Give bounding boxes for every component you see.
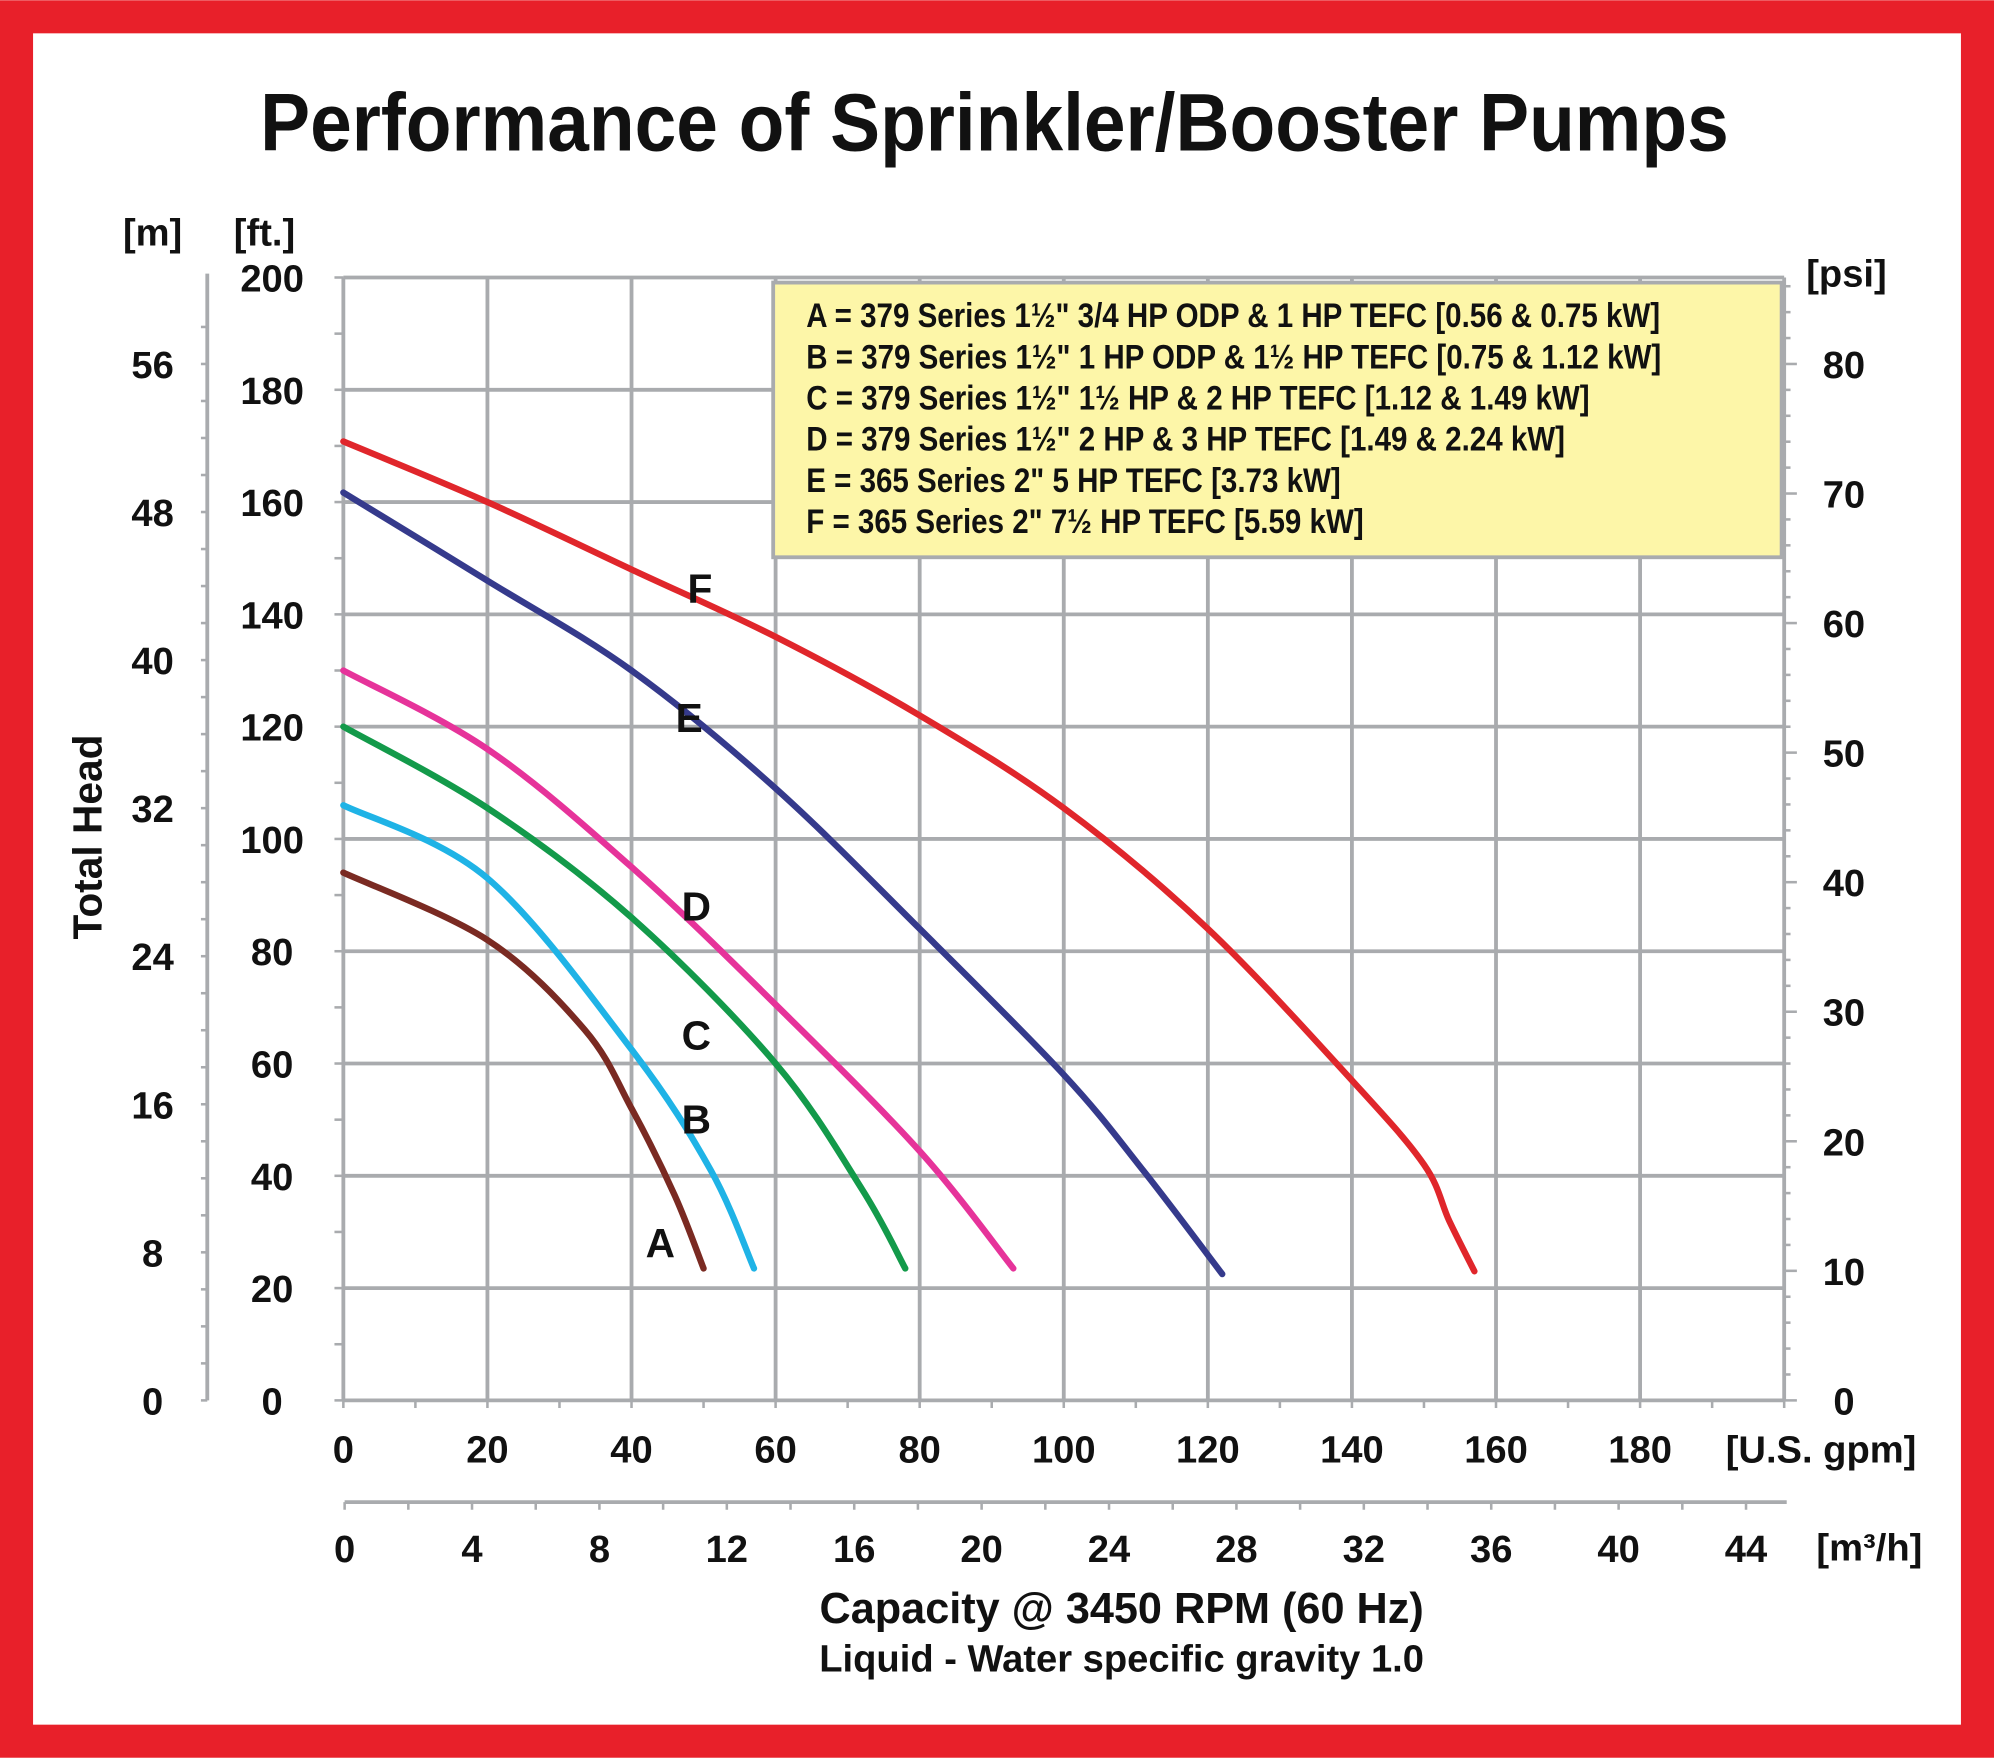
series-label-F: F bbox=[688, 566, 713, 612]
x-tick-gpm: 0 bbox=[333, 1429, 354, 1472]
y-tick-ft: 20 bbox=[251, 1268, 293, 1311]
x-tick-gpm: 60 bbox=[754, 1429, 796, 1472]
series-line-A bbox=[340, 869, 707, 1272]
unit-m: [m] bbox=[123, 212, 182, 255]
y-tick-ft: 120 bbox=[240, 707, 304, 750]
y-tick-ft: 180 bbox=[240, 370, 304, 413]
y-tick-psi: 10 bbox=[1823, 1251, 1865, 1294]
legend: A = 379 Series 1½" 3/4 HP ODP & 1 HP TEF… bbox=[771, 280, 1784, 560]
y-tick-ft: 200 bbox=[240, 257, 304, 300]
series-label-E: E bbox=[676, 695, 703, 741]
y-tick-m: 56 bbox=[131, 344, 173, 387]
legend-entry: F = 365 Series 2" 7½ HP TEFC [5.59 kW] bbox=[806, 502, 1363, 541]
chart-subtitle: Liquid - Water specific gravity 1.0 bbox=[819, 1637, 1424, 1680]
x-tick-m3h: 36 bbox=[1470, 1528, 1512, 1571]
series-label-C: C bbox=[682, 1012, 711, 1058]
unit-gpm: [U.S. gpm] bbox=[1726, 1429, 1917, 1472]
y-tick-ft: 80 bbox=[251, 931, 293, 974]
x-tick-gpm: 120 bbox=[1176, 1429, 1240, 1472]
axes: 0204060801001201401601802000816243240485… bbox=[131, 257, 1865, 1570]
series-label-B: B bbox=[682, 1097, 711, 1143]
y-tick-m: 48 bbox=[131, 492, 173, 535]
x-tick-gpm: 160 bbox=[1464, 1429, 1528, 1472]
x-tick-m3h: 16 bbox=[833, 1528, 875, 1571]
x-tick-m3h: 20 bbox=[960, 1528, 1002, 1571]
legend-entry: D = 379 Series 1½" 2 HP & 3 HP TEFC [1.4… bbox=[806, 420, 1565, 459]
x-tick-gpm: 80 bbox=[898, 1429, 940, 1472]
y-tick-ft: 60 bbox=[251, 1044, 293, 1087]
x-tick-m3h: 12 bbox=[706, 1528, 748, 1571]
y-tick-ft: 100 bbox=[240, 819, 304, 862]
y-tick-psi: 70 bbox=[1823, 474, 1865, 517]
chart-title: Performance of Sprinkler/Booster Pumps bbox=[260, 76, 1729, 168]
y-tick-m: 8 bbox=[142, 1232, 163, 1275]
x-tick-m3h: 0 bbox=[334, 1528, 355, 1571]
series-line-E bbox=[340, 489, 1226, 1278]
y-tick-m: 16 bbox=[131, 1084, 173, 1127]
x-tick-gpm: 100 bbox=[1032, 1429, 1096, 1472]
y-tick-psi: 20 bbox=[1823, 1121, 1865, 1164]
y-tick-ft: 140 bbox=[240, 594, 304, 637]
x-tick-m3h: 24 bbox=[1088, 1528, 1130, 1571]
series-line-C bbox=[340, 723, 909, 1272]
legend-entry: E = 365 Series 2" 5 HP TEFC [3.73 kW] bbox=[806, 461, 1340, 500]
x-tick-m3h: 40 bbox=[1597, 1528, 1639, 1571]
unit-ft: [ft.] bbox=[234, 212, 295, 255]
x-tick-gpm: 40 bbox=[610, 1429, 652, 1472]
y-tick-ft: 40 bbox=[251, 1156, 293, 1199]
series-line-D bbox=[340, 667, 1017, 1272]
y-tick-m: 0 bbox=[142, 1380, 163, 1423]
x-tick-gpm: 180 bbox=[1608, 1429, 1672, 1472]
y-tick-ft: 0 bbox=[262, 1380, 283, 1423]
legend-entry: B = 379 Series 1½" 1 HP ODP & 1½ HP TEFC… bbox=[806, 337, 1661, 376]
series-label-D: D bbox=[682, 883, 711, 929]
y-tick-psi: 30 bbox=[1823, 992, 1865, 1035]
x-tick-gpm: 140 bbox=[1320, 1429, 1384, 1472]
y-tick-m: 24 bbox=[131, 936, 173, 979]
y-tick-m: 40 bbox=[131, 640, 173, 683]
x-tick-gpm: 20 bbox=[466, 1429, 508, 1472]
y-tick-psi: 0 bbox=[1833, 1380, 1854, 1423]
legend-box bbox=[771, 280, 1784, 560]
x-tick-m3h: 28 bbox=[1215, 1528, 1257, 1571]
legend-entry: C = 379 Series 1½" 1½ HP & 2 HP TEFC [1.… bbox=[806, 378, 1589, 417]
y-tick-ft: 160 bbox=[240, 482, 304, 525]
x-axis-label: Capacity @ 3450 RPM (60 Hz) bbox=[820, 1585, 1424, 1633]
unit-m3h: [m³/h] bbox=[1816, 1527, 1922, 1570]
unit-psi: [psi] bbox=[1806, 252, 1887, 295]
y-tick-psi: 80 bbox=[1823, 344, 1865, 387]
legend-entry: A = 379 Series 1½" 3/4 HP ODP & 1 HP TEF… bbox=[806, 296, 1660, 335]
y-tick-m: 32 bbox=[131, 788, 173, 831]
series-line-F bbox=[340, 438, 1478, 1275]
x-tick-m3h: 8 bbox=[589, 1528, 610, 1571]
curves: A BC D E F bbox=[340, 438, 1478, 1278]
y-tick-psi: 40 bbox=[1823, 862, 1865, 905]
series-line-B bbox=[340, 802, 758, 1272]
y-tick-psi: 60 bbox=[1823, 603, 1865, 646]
y-tick-psi: 50 bbox=[1823, 733, 1865, 776]
x-tick-m3h: 44 bbox=[1725, 1528, 1767, 1571]
series-label-A: A bbox=[646, 1220, 675, 1266]
x-tick-m3h: 4 bbox=[461, 1528, 482, 1571]
x-tick-m3h: 32 bbox=[1343, 1528, 1385, 1571]
y-axis-label: Total Head bbox=[65, 735, 111, 940]
